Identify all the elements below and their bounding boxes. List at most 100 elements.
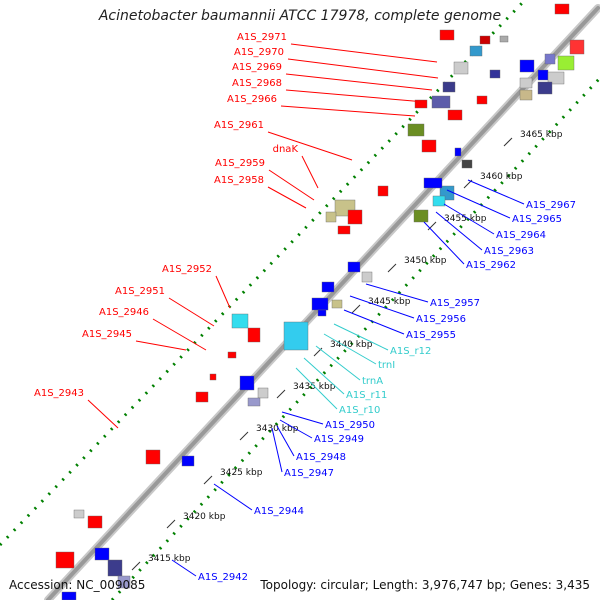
leader-line [333, 323, 389, 351]
leader-line [215, 275, 231, 309]
gene-label: A1S_2942 [198, 572, 248, 583]
gene-feature [195, 391, 209, 403]
gene-feature [247, 327, 261, 343]
gene-label: A1S_2956 [416, 314, 466, 325]
leader-line [213, 483, 253, 511]
leader-line [268, 169, 315, 201]
gene-feature [361, 271, 373, 283]
leader-line [343, 309, 405, 335]
gene-label: A1S_2948 [296, 452, 346, 463]
scale-tick [351, 304, 361, 314]
leader-line [285, 73, 433, 91]
gene-feature [413, 209, 429, 223]
gene-feature [377, 185, 389, 197]
leader-line [135, 340, 187, 351]
scale-tick [203, 475, 213, 485]
gene-feature [257, 387, 269, 399]
gene-feature [519, 89, 533, 101]
gene-feature [325, 211, 337, 223]
scale-tick-label: 3420 kbp [183, 512, 226, 522]
gene-label: A1S_2969 [232, 62, 282, 73]
gene-feature [347, 209, 363, 225]
gene-feature [107, 559, 123, 577]
scale-tick-label: 3450 kbp [404, 256, 447, 266]
gene-feature [557, 55, 575, 71]
gene-feature [94, 547, 110, 561]
leader-line [323, 333, 377, 365]
gene-feature [407, 123, 425, 137]
leader-line [301, 155, 319, 189]
gene-label: A1S_2955 [406, 330, 456, 341]
leader-line [87, 399, 119, 429]
gene-feature [239, 375, 255, 391]
gene-label: A1S_2946 [99, 307, 149, 318]
scale-tick [503, 137, 513, 147]
gene-label: A1S_2966 [227, 94, 277, 105]
gene-label: A1S_2943 [34, 388, 84, 399]
gene-feature [347, 261, 361, 273]
gene-feature [519, 77, 533, 89]
scale-tick-label: 3445 kbp [368, 297, 411, 307]
leader-line [303, 357, 345, 395]
gene-feature [537, 69, 549, 81]
leader-line [315, 345, 361, 381]
leader-line [287, 58, 439, 79]
gc-dots-upper [0, 0, 527, 547]
gene-feature [432, 195, 446, 207]
leader-line [168, 297, 215, 327]
gene-label: A1S_2944 [254, 506, 304, 517]
scale-tick-label: 3455 kbp [444, 214, 487, 224]
gene-label: trnA [362, 376, 383, 387]
gene-label: A1S_2971 [237, 32, 287, 43]
leader-line [267, 131, 353, 161]
leader-line [271, 427, 283, 473]
page-title: Acinetobacter baumannii ATCC 17978, comp… [98, 8, 502, 24]
scale-tick [166, 519, 176, 529]
gene-feature [87, 515, 103, 529]
scale-tick [239, 431, 249, 441]
gene-label: A1S_2964 [496, 230, 546, 241]
gene-feature [569, 39, 585, 55]
gene-feature [499, 35, 509, 43]
scale-tick-label: 3460 kbp [480, 172, 523, 182]
leader-line [290, 43, 438, 63]
gene-feature [423, 177, 443, 189]
gene-label: A1S_2962 [466, 260, 516, 271]
gene-feature [479, 35, 491, 45]
leader-line [295, 367, 338, 410]
leader-line [365, 283, 429, 303]
leader-line [349, 295, 415, 319]
gene-feature [227, 351, 237, 359]
leader-line [467, 179, 525, 205]
scale-tick-label: 3440 kbp [330, 340, 373, 350]
gene-feature [447, 109, 463, 121]
leader-line [443, 203, 495, 235]
gene-feature [311, 297, 329, 311]
gene-feature [544, 53, 556, 65]
gene-feature [547, 71, 565, 85]
leader-line [281, 411, 324, 425]
gene-label: A1S_2961 [214, 120, 264, 131]
gene-feature [331, 299, 343, 309]
scale-tick [131, 561, 141, 571]
gene-feature [439, 29, 455, 41]
gene-label: dnaK [273, 144, 299, 155]
gene-label: A1S_2950 [325, 420, 375, 431]
gene-feature [231, 313, 249, 329]
gene-label: A1S_2958 [214, 175, 264, 186]
gene-label: trnI [378, 360, 395, 371]
gene-feature [421, 139, 437, 153]
leader-line [423, 221, 465, 265]
gene-label: A1S_r10 [339, 405, 380, 416]
leader-line [285, 89, 426, 103]
gene-feature [283, 321, 309, 351]
gene-feature [61, 591, 77, 600]
gene-feature [247, 397, 261, 407]
leader-line [267, 186, 307, 209]
gene-label: A1S_2968 [232, 78, 282, 89]
gene-feature [554, 3, 570, 15]
gene-label: A1S_2967 [526, 200, 576, 211]
scale-tick [427, 221, 437, 231]
gene-feature [317, 309, 327, 317]
